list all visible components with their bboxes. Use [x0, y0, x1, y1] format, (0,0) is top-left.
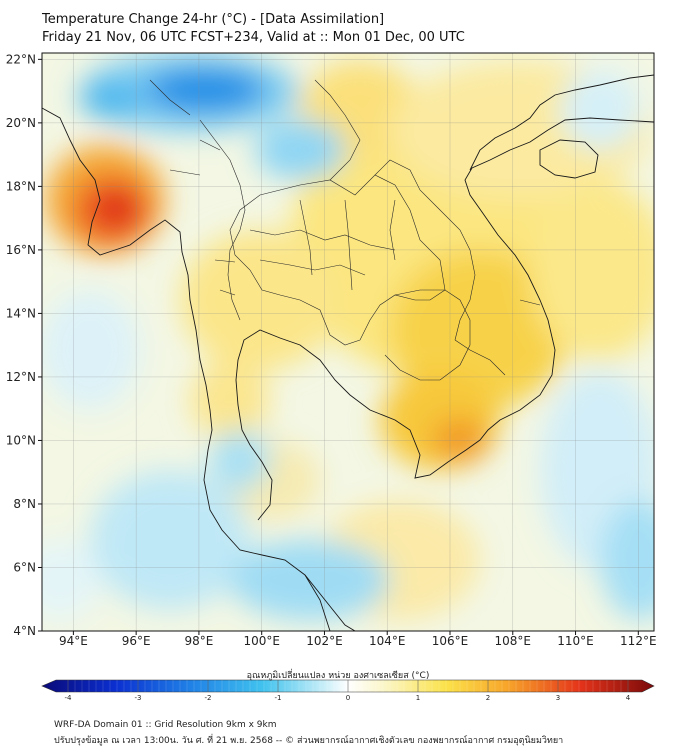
colorbar-tick-label: 0 [346, 694, 350, 702]
lat-label: 4°N [13, 624, 36, 638]
footer-credit: ปรับปรุงข้อมูล ณ เวลา 13:00น. วัน ศ. ที่… [54, 736, 564, 746]
lon-label: 110°E [557, 634, 594, 648]
temperature-field [42, 53, 654, 631]
lat-label: 12°N [6, 370, 36, 384]
plot-frame [41, 52, 655, 632]
lat-label: 14°N [6, 306, 36, 320]
map-subtitle: Friday 21 Nov, 06 UTC FCST+234, Valid at… [42, 30, 465, 45]
lon-label: 98°E [184, 634, 213, 648]
coastline-borders [42, 74, 654, 631]
colorbar: -4 -3 -2 -1 0 1 2 3 4 [41, 679, 655, 702]
lon-label: 102°E [306, 634, 343, 648]
colorbar-tick-label: -3 [135, 694, 142, 702]
lat-label: 16°N [6, 243, 36, 257]
graticule: 22°N 20°N 18°N 16°N 14°N 12°N 10°N 8°N 6°N 4°N 94°… [6, 52, 657, 648]
colorbar-tick-label: 1 [416, 694, 420, 702]
lat-label: 6°N [13, 560, 36, 574]
colorbar-tick-label: -1 [275, 694, 282, 702]
lon-label: 100°E [243, 634, 280, 648]
footer-domain-info: WRF-DA Domain 01 :: Grid Resolution 9km … [54, 720, 277, 730]
lat-label: 18°N [6, 179, 36, 193]
lat-label: 10°N [6, 433, 36, 447]
colorbar-label: อุณหภูมิเปลี่ยนแปลง หน่วย องศาเซลเซียส (… [246, 671, 430, 681]
lon-label: 112°E [620, 634, 657, 648]
lon-label: 106°E [432, 634, 469, 648]
colorbar-tick-label: 2 [486, 694, 490, 702]
colorbar-tick-label: -2 [205, 694, 212, 702]
province-borders [149, 79, 541, 381]
colorbar-tick-label: 3 [556, 694, 560, 702]
lon-label: 94°E [59, 634, 88, 648]
map-title: Temperature Change 24-hr (°C) - [Data As… [42, 12, 385, 27]
colorbar-tick-label: 4 [626, 694, 631, 702]
lat-label: 20°N [6, 116, 36, 130]
lon-label: 108°E [495, 634, 532, 648]
lat-label: 22°N [6, 52, 36, 66]
lon-label: 104°E [369, 634, 406, 648]
colorbar-tick-label: -4 [65, 694, 73, 702]
lat-label: 8°N [13, 497, 36, 511]
lon-label: 96°E [122, 634, 151, 648]
